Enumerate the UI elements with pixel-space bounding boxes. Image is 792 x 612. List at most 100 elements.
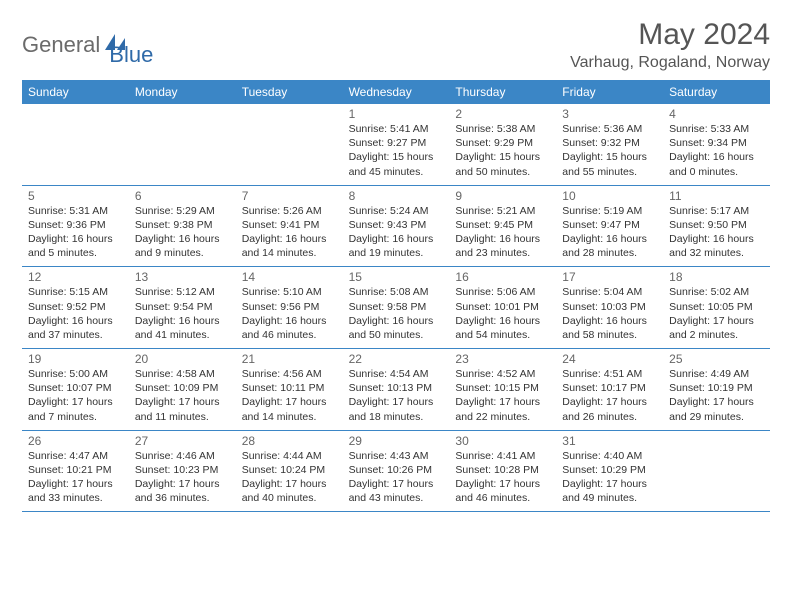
weekday-header: Saturday — [663, 80, 770, 104]
sunrise-line: Sunrise: 4:56 AM — [242, 367, 337, 381]
sunrise-line: Sunrise: 5:10 AM — [242, 285, 337, 299]
calendar-day: 16Sunrise: 5:06 AMSunset: 10:01 PMDaylig… — [449, 267, 556, 348]
day-number: 19 — [28, 352, 123, 366]
calendar-day: 20Sunrise: 4:58 AMSunset: 10:09 PMDaylig… — [129, 349, 236, 430]
sunrise-line: Sunrise: 4:43 AM — [349, 449, 444, 463]
calendar-day: 31Sunrise: 4:40 AMSunset: 10:29 PMDaylig… — [556, 431, 663, 512]
day-number: 4 — [669, 107, 764, 121]
logo-text-blue: Blue — [109, 42, 153, 68]
daylight-line: Daylight: 16 hours and 9 minutes. — [135, 232, 230, 260]
day-number: 17 — [562, 270, 657, 284]
daylight-line: Daylight: 16 hours and 28 minutes. — [562, 232, 657, 260]
daylight-line: Daylight: 16 hours and 0 minutes. — [669, 150, 764, 178]
daylight-line: Daylight: 16 hours and 32 minutes. — [669, 232, 764, 260]
daylight-line: Daylight: 17 hours and 29 minutes. — [669, 395, 764, 423]
sunset-line: Sunset: 9:54 PM — [135, 300, 230, 314]
sunrise-line: Sunrise: 5:06 AM — [455, 285, 550, 299]
daylight-line: Daylight: 17 hours and 22 minutes. — [455, 395, 550, 423]
calendar-day: 10Sunrise: 5:19 AMSunset: 9:47 PMDayligh… — [556, 186, 663, 267]
daylight-line: Daylight: 16 hours and 58 minutes. — [562, 314, 657, 342]
calendar-week: 19Sunrise: 5:00 AMSunset: 10:07 PMDaylig… — [22, 349, 770, 431]
daylight-line: Daylight: 16 hours and 19 minutes. — [349, 232, 444, 260]
calendar-day: 5Sunrise: 5:31 AMSunset: 9:36 PMDaylight… — [22, 186, 129, 267]
sunset-line: Sunset: 10:13 PM — [349, 381, 444, 395]
sunset-line: Sunset: 9:45 PM — [455, 218, 550, 232]
daylight-line: Daylight: 17 hours and 33 minutes. — [28, 477, 123, 505]
month-title: May 2024 — [570, 18, 770, 52]
calendar-week: 12Sunrise: 5:15 AMSunset: 9:52 PMDayligh… — [22, 267, 770, 349]
calendar-day: 9Sunrise: 5:21 AMSunset: 9:45 PMDaylight… — [449, 186, 556, 267]
daylight-line: Daylight: 15 hours and 45 minutes. — [349, 150, 444, 178]
day-number: 5 — [28, 189, 123, 203]
sunset-line: Sunset: 9:41 PM — [242, 218, 337, 232]
day-number: 20 — [135, 352, 230, 366]
calendar-day-empty — [22, 104, 129, 185]
sunset-line: Sunset: 9:29 PM — [455, 136, 550, 150]
day-number: 12 — [28, 270, 123, 284]
daylight-line: Daylight: 16 hours and 5 minutes. — [28, 232, 123, 260]
day-number: 14 — [242, 270, 337, 284]
day-number: 23 — [455, 352, 550, 366]
calendar-week: 5Sunrise: 5:31 AMSunset: 9:36 PMDaylight… — [22, 186, 770, 268]
daylight-line: Daylight: 16 hours and 37 minutes. — [28, 314, 123, 342]
daylight-line: Daylight: 17 hours and 18 minutes. — [349, 395, 444, 423]
sunrise-line: Sunrise: 4:49 AM — [669, 367, 764, 381]
sunrise-line: Sunrise: 5:17 AM — [669, 204, 764, 218]
calendar-day: 21Sunrise: 4:56 AMSunset: 10:11 PMDaylig… — [236, 349, 343, 430]
calendar-day-empty — [663, 431, 770, 512]
day-number: 21 — [242, 352, 337, 366]
logo-text-general: General — [22, 32, 100, 58]
calendar-day: 25Sunrise: 4:49 AMSunset: 10:19 PMDaylig… — [663, 349, 770, 430]
daylight-line: Daylight: 16 hours and 14 minutes. — [242, 232, 337, 260]
day-number: 15 — [349, 270, 444, 284]
calendar: SundayMondayTuesdayWednesdayThursdayFrid… — [22, 80, 770, 512]
sunset-line: Sunset: 10:11 PM — [242, 381, 337, 395]
sunset-line: Sunset: 10:23 PM — [135, 463, 230, 477]
sunrise-line: Sunrise: 5:31 AM — [28, 204, 123, 218]
sunrise-line: Sunrise: 5:38 AM — [455, 122, 550, 136]
sunset-line: Sunset: 10:26 PM — [349, 463, 444, 477]
calendar-day: 22Sunrise: 4:54 AMSunset: 10:13 PMDaylig… — [343, 349, 450, 430]
day-number: 1 — [349, 107, 444, 121]
weekday-header: Wednesday — [343, 80, 450, 104]
calendar-day: 4Sunrise: 5:33 AMSunset: 9:34 PMDaylight… — [663, 104, 770, 185]
sunrise-line: Sunrise: 5:29 AM — [135, 204, 230, 218]
sunset-line: Sunset: 10:21 PM — [28, 463, 123, 477]
calendar-day: 7Sunrise: 5:26 AMSunset: 9:41 PMDaylight… — [236, 186, 343, 267]
sunrise-line: Sunrise: 5:12 AM — [135, 285, 230, 299]
sunrise-line: Sunrise: 5:26 AM — [242, 204, 337, 218]
daylight-line: Daylight: 17 hours and 40 minutes. — [242, 477, 337, 505]
sunset-line: Sunset: 9:47 PM — [562, 218, 657, 232]
sunset-line: Sunset: 10:03 PM — [562, 300, 657, 314]
sunrise-line: Sunrise: 4:44 AM — [242, 449, 337, 463]
day-number: 7 — [242, 189, 337, 203]
sunset-line: Sunset: 10:15 PM — [455, 381, 550, 395]
sunset-line: Sunset: 9:56 PM — [242, 300, 337, 314]
sunrise-line: Sunrise: 4:47 AM — [28, 449, 123, 463]
day-number: 27 — [135, 434, 230, 448]
header: General Blue May 2024 Varhaug, Rogaland,… — [22, 18, 770, 72]
daylight-line: Daylight: 16 hours and 46 minutes. — [242, 314, 337, 342]
sunset-line: Sunset: 9:52 PM — [28, 300, 123, 314]
sunrise-line: Sunrise: 5:15 AM — [28, 285, 123, 299]
sunrise-line: Sunrise: 4:41 AM — [455, 449, 550, 463]
day-number: 16 — [455, 270, 550, 284]
sunset-line: Sunset: 9:43 PM — [349, 218, 444, 232]
sunset-line: Sunset: 10:29 PM — [562, 463, 657, 477]
sunset-line: Sunset: 10:09 PM — [135, 381, 230, 395]
calendar-week: 26Sunrise: 4:47 AMSunset: 10:21 PMDaylig… — [22, 431, 770, 513]
sunrise-line: Sunrise: 4:58 AM — [135, 367, 230, 381]
sunrise-line: Sunrise: 4:51 AM — [562, 367, 657, 381]
calendar-day: 27Sunrise: 4:46 AMSunset: 10:23 PMDaylig… — [129, 431, 236, 512]
sunrise-line: Sunrise: 4:46 AM — [135, 449, 230, 463]
calendar-day: 3Sunrise: 5:36 AMSunset: 9:32 PMDaylight… — [556, 104, 663, 185]
sunset-line: Sunset: 10:17 PM — [562, 381, 657, 395]
weekday-header: Monday — [129, 80, 236, 104]
daylight-line: Daylight: 17 hours and 49 minutes. — [562, 477, 657, 505]
daylight-line: Daylight: 16 hours and 23 minutes. — [455, 232, 550, 260]
calendar-day: 17Sunrise: 5:04 AMSunset: 10:03 PMDaylig… — [556, 267, 663, 348]
daylight-line: Daylight: 15 hours and 55 minutes. — [562, 150, 657, 178]
daylight-line: Daylight: 16 hours and 54 minutes. — [455, 314, 550, 342]
sunset-line: Sunset: 9:50 PM — [669, 218, 764, 232]
sunrise-line: Sunrise: 4:40 AM — [562, 449, 657, 463]
